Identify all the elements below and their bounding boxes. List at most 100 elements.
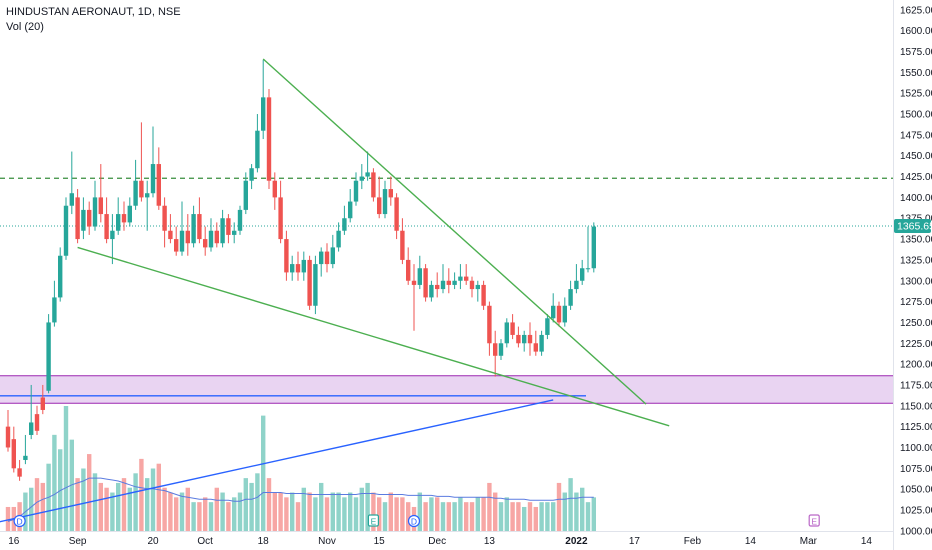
dividend-event-marker[interactable]: D (13, 514, 26, 528)
time-tick-label: Nov (318, 536, 336, 547)
volume-bar (580, 487, 585, 531)
volume-bar (5, 506, 11, 531)
volume-bar (591, 497, 596, 531)
candle-body (243, 180, 248, 210)
volume-bar (568, 478, 573, 531)
earnings-event-marker[interactable]: E (808, 514, 820, 527)
candle-body (121, 214, 127, 223)
volume-bar (92, 473, 98, 531)
volume-bar (382, 502, 388, 531)
chart-legend: HINDUSTAN AERONAUT, 1D, NSE Vol (20) (6, 5, 181, 35)
candle-body (498, 343, 504, 356)
volume-bar (121, 478, 127, 531)
candle-body (446, 280, 451, 285)
candle-body (464, 276, 469, 281)
volume-bar (133, 473, 138, 531)
volume-bars (5, 406, 596, 531)
candle-body (353, 180, 359, 202)
volume-bar (313, 497, 318, 531)
volume-bar (127, 487, 132, 531)
volume-bar (249, 482, 254, 531)
dividend-event-marker[interactable]: D (407, 514, 421, 528)
price-tick-label: 1025.00 (900, 505, 932, 516)
candle-body (34, 414, 40, 431)
candle-body (324, 251, 330, 265)
candle-body (272, 180, 277, 198)
candle-body (359, 176, 364, 181)
candle-body (290, 264, 295, 273)
candle-body (522, 334, 527, 344)
volume-bar (458, 497, 463, 531)
volume-bar (365, 482, 370, 531)
candle-body (127, 205, 132, 223)
volume-bar (220, 492, 225, 531)
candle-body (510, 322, 515, 335)
volume-bar (226, 502, 231, 531)
candle-body (162, 205, 167, 231)
price-tick-label: 1400.00 (900, 193, 932, 204)
candle-body (348, 201, 353, 219)
volume-bar (522, 506, 527, 531)
candle-body (174, 239, 179, 252)
volume-bar (353, 497, 359, 531)
dividend-marker-label: D (17, 517, 23, 527)
candle-body (203, 239, 208, 248)
candle-body (232, 230, 237, 235)
volume-bar (156, 463, 161, 531)
dividend-marker-label: D (411, 517, 417, 527)
volume-bar (324, 497, 330, 531)
candle-body (63, 205, 69, 256)
volume-indicator-title[interactable]: Vol (20) (6, 21, 44, 33)
volume-bar (400, 497, 405, 531)
volume-bar (63, 406, 69, 531)
candle-body (168, 230, 173, 240)
candle-body (307, 259, 312, 306)
candle-body (5, 426, 11, 448)
volume-bar (179, 492, 185, 531)
time-tick-label: 15 (374, 536, 386, 547)
volume-bar (197, 502, 202, 531)
candle-body (382, 189, 388, 215)
candle-body (429, 284, 434, 298)
candle-body (527, 334, 533, 344)
candle-body (179, 230, 185, 252)
candle-body (214, 230, 219, 244)
candle-body (469, 280, 475, 290)
volume-bar (116, 482, 121, 531)
candle-body (574, 280, 579, 290)
candle-body (516, 334, 521, 344)
volume-bar (255, 473, 260, 531)
price-tick-label: 1225.00 (900, 339, 932, 350)
volume-bar (481, 497, 486, 531)
last-price-tag-bg (894, 219, 931, 234)
candle-body (261, 97, 266, 131)
volume-bar (150, 468, 156, 531)
volume-bar (359, 487, 364, 531)
candle-body (255, 130, 260, 169)
symbol-title[interactable]: HINDUSTAN AERONAUT, 1D, NSE (6, 6, 181, 18)
candle-body (226, 218, 231, 235)
candle-body (342, 218, 347, 231)
time-axis-labels: 16 Sep 20 Oct 18 Nov 15 Dec 13 2022 17 Feb 14 Mar 14 (8, 536, 872, 547)
candle-body (591, 226, 596, 269)
volume-ma-path (7, 477, 594, 522)
earnings-marker-shape (367, 514, 379, 527)
volume-bar (562, 492, 567, 531)
price-tick-label: 1350.00 (900, 235, 932, 246)
volume-ma-line (7, 477, 594, 522)
volume-bar (342, 497, 347, 531)
volume-bar (585, 502, 591, 531)
time-tick-label: 14 (861, 536, 873, 547)
trendline-blue (0, 399, 554, 523)
price-tick-label: 1525.00 (900, 89, 932, 100)
price-axis-labels: 1625.00 1600.00 1575.00 1550.00 1525.00 1500.… (900, 5, 932, 537)
time-tick-label: Oct (197, 536, 213, 547)
volume-bar (377, 497, 382, 531)
candle-body (139, 180, 144, 198)
candle-body (423, 268, 428, 298)
candle-body (266, 97, 272, 181)
earnings-event-marker[interactable]: E (367, 514, 379, 527)
volume-bar (40, 482, 45, 531)
